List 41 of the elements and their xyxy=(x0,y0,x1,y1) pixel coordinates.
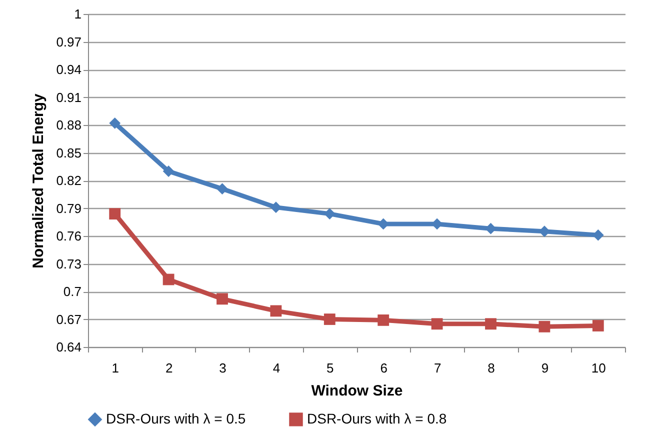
y-tick-label: 0.73 xyxy=(56,256,82,272)
x-tick-label: 6 xyxy=(380,360,388,376)
point xyxy=(324,314,336,325)
point xyxy=(109,208,121,220)
point xyxy=(270,305,282,317)
y-axis-title: Normalized Total Energy xyxy=(30,92,48,268)
y-tick-label: 0.7 xyxy=(63,284,82,299)
x-tick-label: 8 xyxy=(488,360,495,376)
x-tick-label: 7 xyxy=(434,360,442,376)
y-tick-label: 0.76 xyxy=(56,228,82,244)
y-tick-label: 0.91 xyxy=(56,90,82,105)
legend-label: DSR-Ours with λ = 0.8 xyxy=(307,410,447,426)
y-tick-label: 0.94 xyxy=(56,62,82,77)
point xyxy=(162,274,174,286)
x-tick-label: 9 xyxy=(541,360,549,376)
legend-label: DSR-Ours with λ = 0.5 xyxy=(106,410,246,426)
y-tick-label: 0.85 xyxy=(56,145,82,160)
point xyxy=(378,314,390,326)
x-tick-label: 2 xyxy=(165,360,173,376)
x-tick-label: 3 xyxy=(219,360,226,376)
y-tick-label: 0.67 xyxy=(56,312,82,327)
point xyxy=(216,183,228,195)
y-tick-label: 0.64 xyxy=(56,340,82,354)
x-tick-label: 4 xyxy=(272,360,280,376)
point xyxy=(431,318,443,330)
point xyxy=(216,293,228,305)
point xyxy=(162,166,174,177)
x-tick-label: 10 xyxy=(591,360,606,376)
x-axis-title: Window Size xyxy=(311,382,403,400)
point xyxy=(538,320,550,332)
x-tick-label: 1 xyxy=(112,360,119,376)
x-tick-label: 5 xyxy=(326,360,334,376)
point xyxy=(485,318,496,330)
y-tick-label: 0.79 xyxy=(56,200,82,216)
y-tick-label: 0.82 xyxy=(56,173,82,188)
point xyxy=(109,117,121,129)
y-tick-label: 0.97 xyxy=(56,34,82,50)
y-tick-label: 0.88 xyxy=(56,118,82,132)
y-tick-label: 1 xyxy=(74,6,82,22)
point xyxy=(270,202,282,214)
point xyxy=(592,320,604,332)
